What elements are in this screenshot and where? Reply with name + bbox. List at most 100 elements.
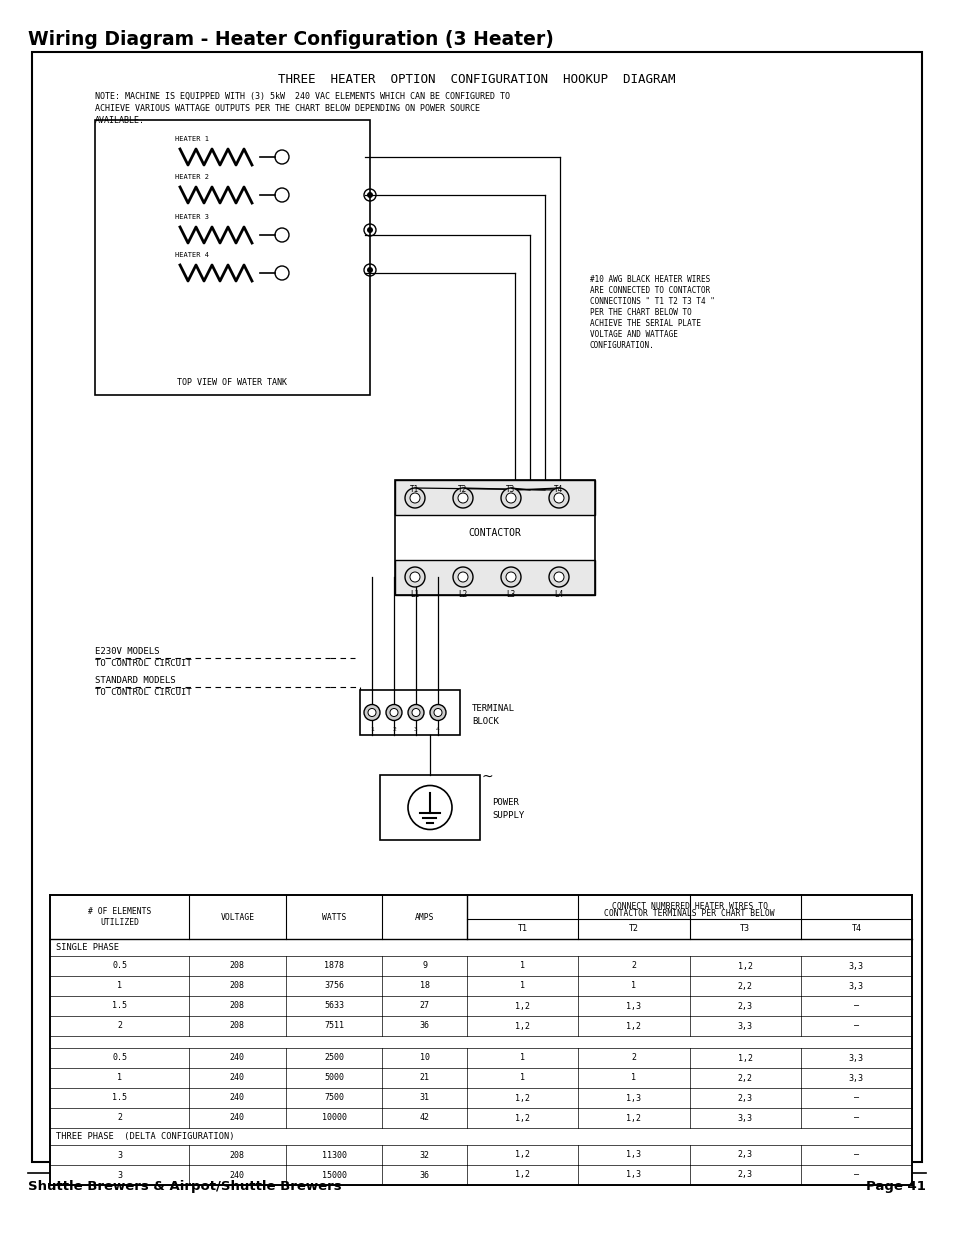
Text: L1: L1 xyxy=(410,590,419,599)
Text: 240: 240 xyxy=(230,1171,245,1179)
Circle shape xyxy=(412,709,419,716)
Text: 208: 208 xyxy=(230,1002,245,1010)
Circle shape xyxy=(548,488,568,508)
Circle shape xyxy=(430,704,446,720)
Text: 3,3: 3,3 xyxy=(848,1053,863,1062)
Text: HEATER 4: HEATER 4 xyxy=(174,252,209,258)
Text: Wiring Diagram - Heater Configuration (3 Heater): Wiring Diagram - Heater Configuration (3… xyxy=(28,30,554,49)
Bar xyxy=(379,776,479,840)
Circle shape xyxy=(390,709,397,716)
Text: # OF ELEMENTS
UTILIZED: # OF ELEMENTS UTILIZED xyxy=(88,908,151,926)
Circle shape xyxy=(453,488,473,508)
Text: VOLTAGE: VOLTAGE xyxy=(220,913,254,921)
Text: SUPPLY: SUPPLY xyxy=(492,811,524,820)
Text: 3,3: 3,3 xyxy=(848,962,863,971)
Text: 3: 3 xyxy=(117,1171,122,1179)
Text: 7511: 7511 xyxy=(324,1021,344,1030)
Text: CONNECTIONS " T1 T2 T3 T4 ": CONNECTIONS " T1 T2 T3 T4 " xyxy=(589,296,714,306)
Bar xyxy=(95,120,370,395)
Text: 3,3: 3,3 xyxy=(737,1021,752,1030)
Text: 2: 2 xyxy=(631,962,636,971)
Circle shape xyxy=(500,567,520,587)
Circle shape xyxy=(500,488,520,508)
Text: 18: 18 xyxy=(419,982,430,990)
Text: 1,2: 1,2 xyxy=(515,1151,530,1160)
Circle shape xyxy=(554,493,563,503)
Text: 21: 21 xyxy=(419,1073,430,1083)
Text: 1,2: 1,2 xyxy=(626,1021,640,1030)
Bar xyxy=(50,895,911,1186)
Text: 42: 42 xyxy=(419,1114,430,1123)
Text: 1: 1 xyxy=(370,727,374,732)
Text: 1,3: 1,3 xyxy=(626,1093,640,1103)
Text: SINGLE PHASE: SINGLE PHASE xyxy=(56,944,119,952)
Text: 3,3: 3,3 xyxy=(848,982,863,990)
Text: T3: T3 xyxy=(506,485,515,494)
Circle shape xyxy=(368,709,375,716)
Text: –: – xyxy=(853,1114,858,1123)
Circle shape xyxy=(386,704,401,720)
Text: 1878: 1878 xyxy=(324,962,344,971)
Text: T3: T3 xyxy=(740,924,749,934)
Text: 1,2: 1,2 xyxy=(737,962,752,971)
Circle shape xyxy=(367,267,373,273)
Text: T2: T2 xyxy=(457,485,467,494)
Text: T4: T4 xyxy=(554,485,563,494)
Text: –: – xyxy=(853,1171,858,1179)
Text: Shuttle Brewers & Airpot/Shuttle Brewers: Shuttle Brewers & Airpot/Shuttle Brewers xyxy=(28,1179,341,1193)
Text: AMPS: AMPS xyxy=(415,913,434,921)
Text: 2,3: 2,3 xyxy=(737,1151,752,1160)
Text: 2500: 2500 xyxy=(324,1053,344,1062)
Text: 1,2: 1,2 xyxy=(515,1093,530,1103)
Text: 3756: 3756 xyxy=(324,982,344,990)
Text: 1.5: 1.5 xyxy=(112,1093,127,1103)
Text: T1: T1 xyxy=(517,924,527,934)
Text: ARE CONNECTED TO CONTACTOR: ARE CONNECTED TO CONTACTOR xyxy=(589,287,709,295)
Text: –: – xyxy=(853,1002,858,1010)
Text: 3: 3 xyxy=(414,727,417,732)
Circle shape xyxy=(548,567,568,587)
Text: T1: T1 xyxy=(410,485,419,494)
Circle shape xyxy=(405,488,424,508)
Circle shape xyxy=(554,572,563,582)
Text: 2: 2 xyxy=(117,1021,122,1030)
Text: Page 41: Page 41 xyxy=(865,1179,925,1193)
Text: 2,2: 2,2 xyxy=(737,1073,752,1083)
Text: NOTE: MACHINE IS EQUIPPED WITH (3) 5kW  240 VAC ELEMENTS WHICH CAN BE CONFIGURED: NOTE: MACHINE IS EQUIPPED WITH (3) 5kW 2… xyxy=(95,91,510,101)
Text: 240: 240 xyxy=(230,1114,245,1123)
Text: 2,3: 2,3 xyxy=(737,1171,752,1179)
Text: 0.5: 0.5 xyxy=(112,962,127,971)
Circle shape xyxy=(453,567,473,587)
Text: 1: 1 xyxy=(519,1053,525,1062)
Text: 240: 240 xyxy=(230,1093,245,1103)
Text: 4: 4 xyxy=(436,727,439,732)
Circle shape xyxy=(405,567,424,587)
Text: 1: 1 xyxy=(519,982,525,990)
Text: 2: 2 xyxy=(392,727,395,732)
Text: 1: 1 xyxy=(631,1073,636,1083)
Text: 1: 1 xyxy=(519,962,525,971)
Text: 1: 1 xyxy=(117,1073,122,1083)
Text: 240: 240 xyxy=(230,1053,245,1062)
Text: 31: 31 xyxy=(419,1093,430,1103)
Text: 0.5: 0.5 xyxy=(112,1053,127,1062)
Circle shape xyxy=(410,572,419,582)
Text: 1: 1 xyxy=(117,982,122,990)
Circle shape xyxy=(367,227,373,233)
Circle shape xyxy=(364,704,379,720)
Text: 9: 9 xyxy=(422,962,427,971)
Text: 27: 27 xyxy=(419,1002,430,1010)
Text: #10 AWG BLACK HEATER WIRES: #10 AWG BLACK HEATER WIRES xyxy=(589,275,709,284)
Text: 1: 1 xyxy=(519,1073,525,1083)
Circle shape xyxy=(434,709,441,716)
Text: 1.5: 1.5 xyxy=(112,1002,127,1010)
Bar xyxy=(395,559,595,595)
Text: 5000: 5000 xyxy=(324,1073,344,1083)
Text: 1,2: 1,2 xyxy=(737,1053,752,1062)
Text: 2,3: 2,3 xyxy=(737,1093,752,1103)
Text: 2,2: 2,2 xyxy=(737,982,752,990)
Text: T2: T2 xyxy=(628,924,639,934)
Text: 1: 1 xyxy=(631,982,636,990)
Text: VOLTAGE AND WATTAGE: VOLTAGE AND WATTAGE xyxy=(589,330,678,338)
Text: PER THE CHART BELOW TO: PER THE CHART BELOW TO xyxy=(589,308,691,317)
